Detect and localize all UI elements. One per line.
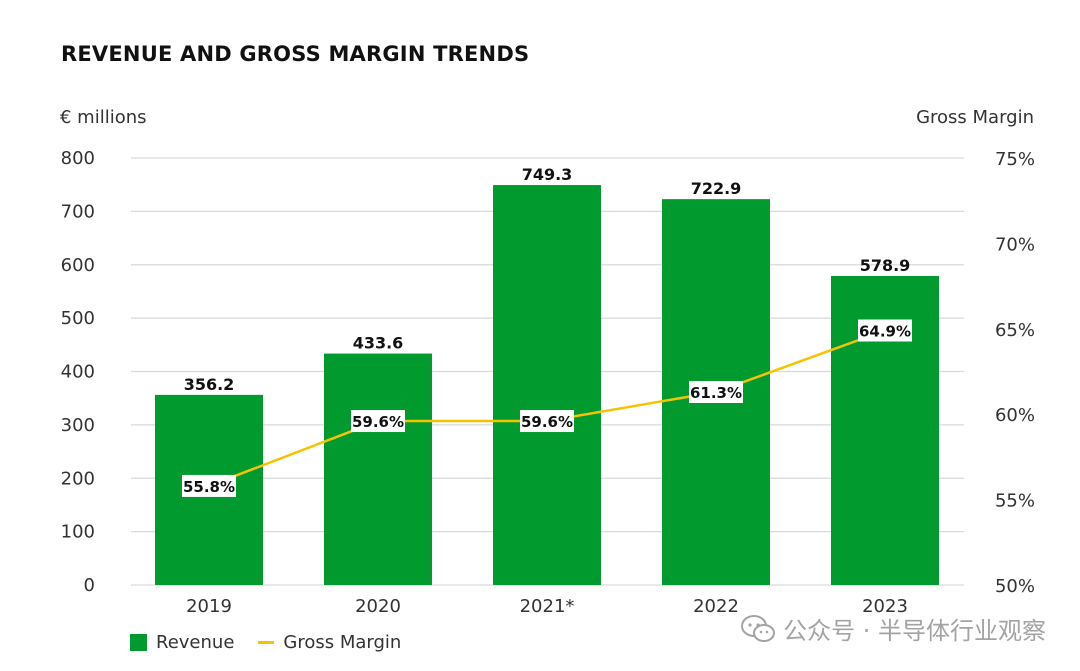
data-labels: 356.2 433.6 749.3 722.9 578.9 55.8% 59.6% 59.6%… (182, 165, 912, 497)
gross-margin-point: 59.6% (520, 410, 574, 433)
left-axis-unit-label: € millions (60, 107, 147, 128)
watermark: 公众号 · 半导体行业观察 (741, 611, 1046, 646)
wechat-icon (741, 614, 776, 642)
gross-margin-label-box (689, 380, 743, 403)
gross-margin-value-label: 59.6% (521, 413, 573, 431)
revenue-bar (324, 353, 432, 585)
gross-margin-label-box (520, 410, 574, 433)
revenue-swatch (130, 634, 147, 651)
gross-margin-point: 61.3% (689, 380, 743, 403)
gross-margin-value-label: 64.9% (859, 323, 911, 341)
left-axis-tick-label: 800 (61, 148, 95, 169)
watermark-text: 公众号 · 半导体行业观察 (783, 617, 1046, 645)
right-axis-tick-label: 70% (995, 234, 1035, 255)
legend-item-gross-margin: Gross Margin (258, 632, 401, 653)
left-axis-tick-label: 300 (61, 415, 95, 436)
x-axis-category-label: 2022 (693, 596, 739, 617)
right-axis-tick-label: 75% (995, 149, 1035, 170)
right-axis-tick-label: 55% (995, 491, 1035, 512)
revenue-bar (493, 185, 601, 585)
gross-margin-value-label: 61.3% (690, 384, 742, 402)
x-axis-category-label: 2020 (355, 596, 401, 617)
right-axis-tick-label: 60% (995, 405, 1035, 426)
chart-title: REVENUE AND GROSS MARGIN TRENDS (61, 42, 530, 66)
right-axis-tick-label: 50% (995, 576, 1035, 597)
gross-margin-label-box (858, 319, 912, 342)
x-axis-category-label: 2021* (520, 596, 575, 617)
gross-margin-value-label: 59.6% (352, 413, 404, 431)
legend-gross-margin-label: Gross Margin (283, 632, 402, 653)
right-axis-unit-label: Gross Margin (916, 107, 1034, 128)
gross-margin-point: 55.8% (182, 474, 236, 497)
revenue-bars (155, 185, 939, 585)
legend-item-revenue: Revenue (130, 632, 234, 653)
x-axis-category-label: 2019 (186, 596, 232, 617)
revenue-value-label: 433.6 (353, 334, 404, 353)
revenue-value-label: 578.9 (860, 256, 911, 275)
axis-labels: 0 100 200 300 400 500 600 700 800 50% 55% 60% 65% 70%… (61, 148, 1035, 617)
x-axis-category-label: 2023 (862, 596, 908, 617)
left-axis-tick-label: 700 (61, 201, 95, 222)
left-axis-tick-label: 200 (61, 468, 95, 489)
gross-margin-point: 59.6% (351, 410, 405, 433)
left-axis-tick-label: 500 (61, 308, 95, 329)
gross-margin-value-label: 55.8% (183, 478, 235, 496)
gross-margin-label-box (351, 410, 405, 433)
gross-margin-point: 64.9% (858, 319, 912, 342)
left-axis-tick-label: 100 (61, 522, 95, 543)
right-axis-tick-label: 65% (995, 320, 1035, 341)
revenue-value-label: 356.2 (184, 375, 235, 394)
legend-revenue-label: Revenue (156, 632, 235, 653)
revenue-value-label: 749.3 (522, 165, 573, 184)
revenue-value-label: 722.9 (691, 179, 742, 198)
gross-margin-label-box (182, 474, 236, 497)
left-axis-tick-label: 0 (84, 575, 95, 596)
left-axis-tick-label: 600 (61, 255, 95, 276)
gross-margin-swatch (258, 641, 275, 644)
left-axis-tick-label: 400 (61, 362, 95, 383)
legend: Revenue Gross Margin (130, 632, 425, 653)
